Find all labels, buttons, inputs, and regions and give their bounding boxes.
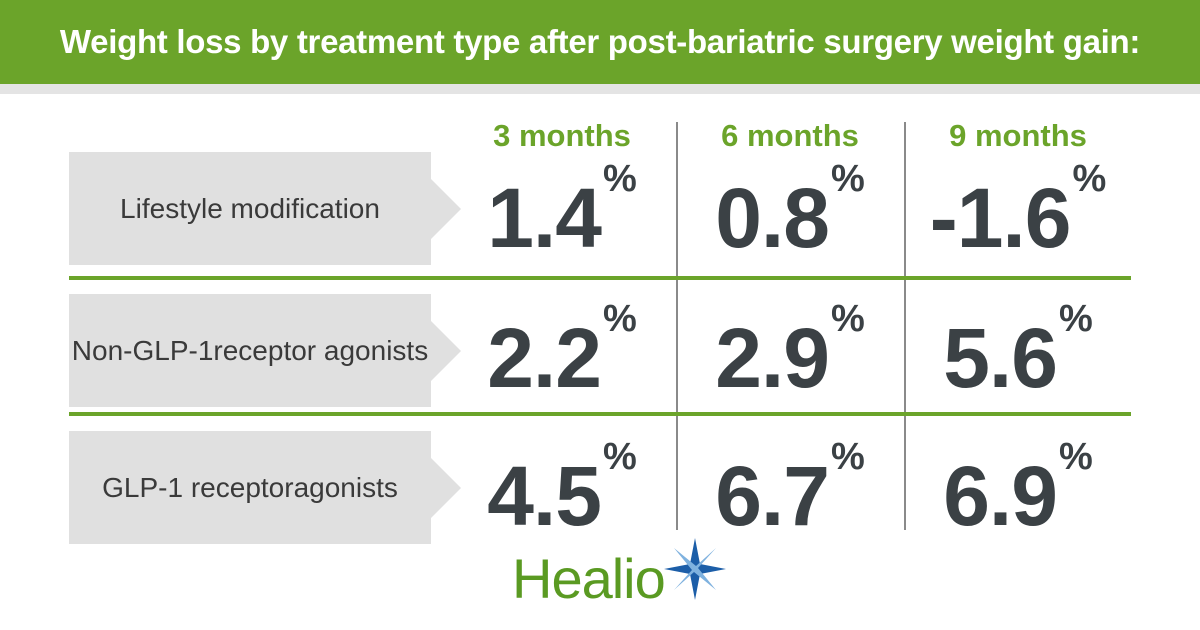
row-divider [69, 276, 1131, 280]
percent-unit: % [830, 436, 865, 478]
percent-unit: % [1058, 436, 1093, 478]
data-value: 2.2 [487, 311, 602, 405]
chart-title: Weight loss by treatment type after post… [59, 23, 1141, 60]
data-value: 2.9 [715, 311, 830, 405]
percent-unit: % [830, 158, 865, 200]
row-label-line: Non-GLP-1 [71, 334, 214, 366]
value-cell: 1.4% [448, 150, 676, 260]
column-header: 3 months [493, 118, 631, 153]
data-value: 6.9 [943, 449, 1058, 543]
value-cell: 4.5% [448, 428, 676, 538]
row-divider [69, 412, 1131, 416]
column-divider [676, 122, 678, 530]
data-value: 5.6 [943, 311, 1058, 405]
column-header: 6 months [721, 118, 859, 153]
star-compass-icon [664, 538, 726, 600]
data-value: 1.4 [487, 171, 602, 265]
row-label-line: agonists [293, 471, 398, 503]
logo-text: Healio [512, 547, 666, 610]
row-label: Lifestyle modification [69, 152, 461, 265]
percent-unit: % [830, 298, 865, 340]
percent-unit: % [602, 158, 637, 200]
row-label-line: receptor agonists [213, 334, 429, 366]
value-cell: 2.9% [676, 290, 904, 400]
data-value: 0.8 [715, 171, 830, 265]
value-cell: 5.6% [904, 290, 1132, 400]
banner-strip [0, 84, 1200, 94]
value-cell: 2.2% [448, 290, 676, 400]
row-label-line: Lifestyle modification [120, 192, 380, 224]
column-divider [904, 122, 906, 530]
title-banner: Weight loss by treatment type after post… [0, 0, 1200, 84]
data-value: 4.5 [487, 449, 602, 543]
column-header: 9 months [949, 118, 1087, 153]
value-cell: 6.7% [676, 428, 904, 538]
healio-logo: Healio [512, 536, 726, 610]
value-cell: -1.6% [904, 150, 1132, 260]
value-cell: 6.9% [904, 428, 1132, 538]
value-cell: 0.8% [676, 150, 904, 260]
percent-unit: % [602, 298, 637, 340]
row-label-line: GLP-1 receptor [102, 471, 294, 503]
data-value: 6.7 [715, 449, 830, 543]
data-value: -1.6 [929, 171, 1072, 265]
row-label: Non-GLP-1 receptor agonists [69, 294, 461, 407]
percent-unit: % [602, 436, 637, 478]
row-label: GLP-1 receptor agonists [69, 431, 461, 544]
percent-unit: % [1072, 158, 1107, 200]
percent-unit: % [1058, 298, 1093, 340]
